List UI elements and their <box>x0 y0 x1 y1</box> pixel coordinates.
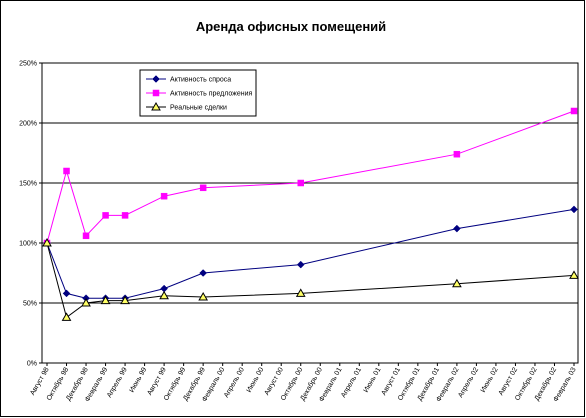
data-point <box>160 192 168 200</box>
data-point <box>569 270 579 279</box>
series-line <box>46 208 575 299</box>
y-tick-label: 100% <box>19 241 37 248</box>
data-point <box>159 290 169 300</box>
legend-label: Активность предложения <box>170 91 253 98</box>
data-point <box>570 205 578 214</box>
data-point <box>121 212 129 219</box>
legend-label: Активность спроса <box>170 77 231 84</box>
data-point <box>120 295 130 305</box>
data-point <box>42 237 52 247</box>
data-point <box>570 107 578 115</box>
legend-marker <box>151 101 161 111</box>
legend-label: Реальные сделки <box>170 105 227 112</box>
data-point <box>100 295 111 305</box>
y-tick-label: 50% <box>23 301 37 308</box>
data-point <box>198 291 209 301</box>
chart-title: Аренда офисных помещений <box>196 19 386 34</box>
data-point <box>452 278 462 288</box>
data-point <box>295 288 306 297</box>
y-tick-label: 0% <box>27 361 37 368</box>
data-point <box>81 297 91 307</box>
data-point <box>63 167 70 175</box>
y-tick-label: 150% <box>19 181 37 188</box>
data-point <box>199 269 208 277</box>
y-tick-label: 250% <box>19 61 37 68</box>
plot-frame <box>41 62 579 364</box>
series-line <box>46 242 575 319</box>
series-line <box>46 110 575 244</box>
data-point <box>62 289 71 298</box>
data-point <box>102 212 109 219</box>
data-point <box>297 179 304 187</box>
y-tick-label: 200% <box>19 121 37 128</box>
legend: Активность спроса Активность предложения Р… <box>139 69 257 117</box>
data-point <box>453 150 461 158</box>
data-point <box>296 260 305 269</box>
data-point <box>453 224 461 233</box>
legend-marker <box>152 89 160 97</box>
data-point <box>61 312 72 321</box>
data-point <box>199 184 207 192</box>
data-point <box>82 232 90 240</box>
legend-marker <box>152 75 160 83</box>
